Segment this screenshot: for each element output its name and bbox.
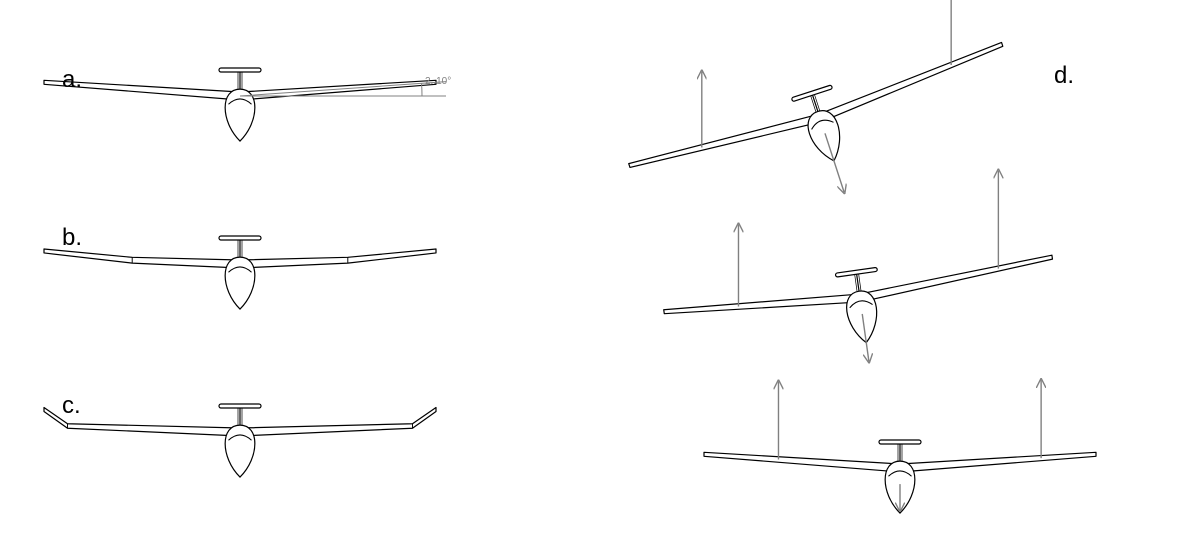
- angle-label: 2..10°: [425, 76, 451, 87]
- wing-right: [858, 255, 1055, 302]
- wing-left: [629, 103, 821, 182]
- glider-b: [44, 236, 436, 309]
- wing-right: [900, 452, 1096, 472]
- glider-c: [44, 404, 436, 477]
- wing-right: [240, 80, 436, 100]
- label-d: d.: [1054, 62, 1074, 90]
- fuselage: [225, 89, 255, 141]
- tailplane: [219, 236, 261, 259]
- fuselage: [225, 257, 255, 309]
- guide-dihedral: [240, 82, 446, 96]
- glider-a: [44, 68, 436, 141]
- wing-right: [240, 249, 436, 268]
- wing-right: [240, 408, 436, 436]
- label-a: a.: [62, 66, 82, 94]
- wing-left: [704, 452, 900, 472]
- wing-right: [815, 42, 1007, 121]
- fuselage: [225, 425, 255, 477]
- label-c: c.: [62, 392, 81, 420]
- wing-left: [664, 282, 861, 329]
- glider-d-0: [625, 31, 1020, 222]
- tailplane: [219, 68, 261, 91]
- label-b: b.: [62, 224, 82, 252]
- diagram-canvas: [0, 0, 1200, 560]
- tailplane: [219, 404, 261, 427]
- tailplane: [879, 440, 921, 463]
- glider-d-1: [662, 243, 1060, 370]
